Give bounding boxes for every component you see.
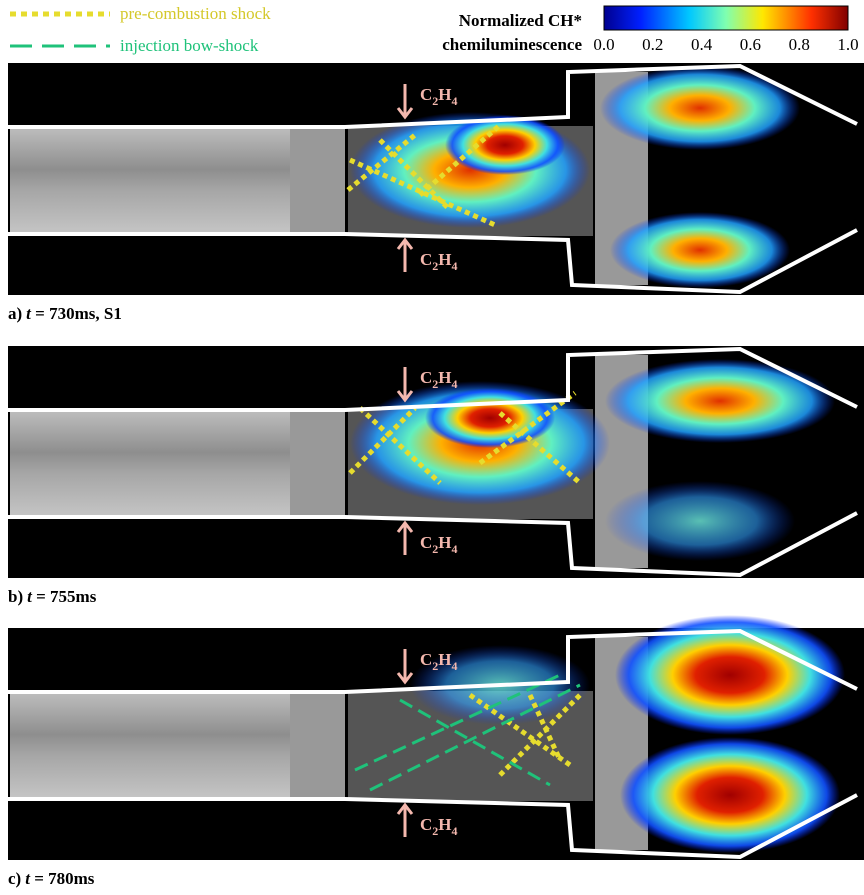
formula-part: C xyxy=(420,650,432,669)
figure: pre-combustion shock injection bow-shock… xyxy=(0,0,864,895)
formula-part: C xyxy=(420,533,432,552)
colorbar-title: chemiluminescence xyxy=(442,35,582,54)
window-frame xyxy=(290,128,345,232)
panel-time: = 780ms xyxy=(30,869,95,888)
formula-part: H xyxy=(438,250,451,269)
chemiluminescence xyxy=(605,359,835,443)
panel-letter: b) xyxy=(8,587,23,606)
formula-part: 4 xyxy=(452,824,458,838)
chemiluminescence xyxy=(600,66,800,150)
colorbar-tick-label: 1.0 xyxy=(837,35,858,54)
window-frame xyxy=(290,411,345,515)
formula-part: 4 xyxy=(452,377,458,391)
chemiluminescence xyxy=(610,212,790,288)
formula-part: C xyxy=(420,250,432,269)
formula-part: 4 xyxy=(452,94,458,108)
formula-part: C xyxy=(420,368,432,387)
formula-part: C xyxy=(420,815,432,834)
formula-part: 4 xyxy=(452,542,458,556)
schlieren-image xyxy=(10,128,290,232)
formula-part: H xyxy=(438,533,451,552)
schlieren-image xyxy=(10,411,290,515)
formula-part: 4 xyxy=(452,259,458,273)
formula-part: 4 xyxy=(452,659,458,673)
formula-part: H xyxy=(438,815,451,834)
chemiluminescence xyxy=(620,737,840,853)
colorbar-tick-label: 0.6 xyxy=(740,35,761,54)
schlieren-image xyxy=(10,693,290,797)
colorbar-title: Normalized CH* xyxy=(459,11,582,30)
chemiluminescence xyxy=(445,115,565,175)
chemiluminescence xyxy=(605,481,795,561)
panel-label: b)t = 755ms xyxy=(8,587,97,606)
colorbar-tick-label: 0.4 xyxy=(691,35,713,54)
formula-part: C xyxy=(420,85,432,104)
panel-time: = 730ms, S1 xyxy=(31,304,122,323)
panel-letter: c) xyxy=(8,869,21,888)
formula-part: H xyxy=(438,85,451,104)
colorbar-tick-label: 0.0 xyxy=(593,35,614,54)
panel-label: c)t = 780ms xyxy=(8,869,95,888)
legend-label: injection bow-shock xyxy=(120,36,259,55)
legend-label: pre-combustion shock xyxy=(120,4,271,23)
formula-part: H xyxy=(438,650,451,669)
formula-part: H xyxy=(438,368,451,387)
window-frame xyxy=(290,693,345,797)
colorbar-tick-label: 0.8 xyxy=(789,35,810,54)
colorbar-tick-label: 0.2 xyxy=(642,35,663,54)
chemiluminescence xyxy=(425,388,555,448)
colorbar-scale xyxy=(604,6,848,30)
panel-letter: a) xyxy=(8,304,22,323)
panel-label: a)t = 730ms, S1 xyxy=(8,304,122,323)
panel-time: = 755ms xyxy=(32,587,97,606)
legend: pre-combustion shock injection bow-shock xyxy=(10,4,271,55)
